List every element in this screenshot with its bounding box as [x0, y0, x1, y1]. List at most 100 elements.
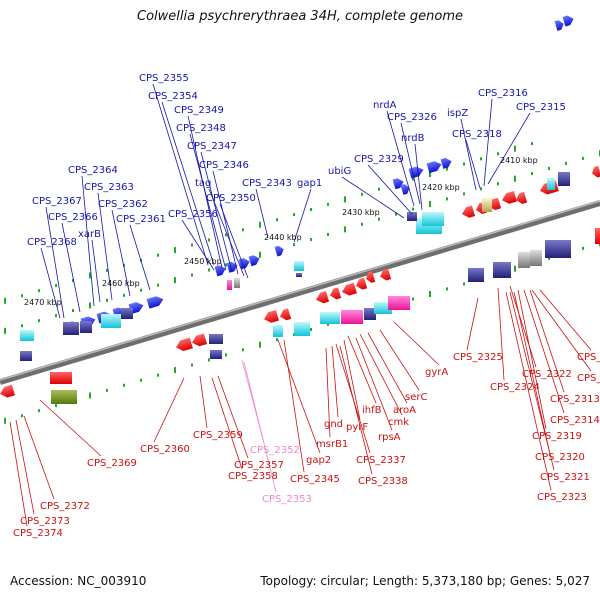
leader-line — [379, 329, 420, 391]
gene-shape — [316, 291, 330, 304]
gene-shape — [516, 191, 528, 204]
feature-box — [51, 390, 77, 404]
leader-line — [15, 419, 35, 515]
tick-mark — [412, 177, 414, 181]
gene-label-top: CPS_2362 — [98, 199, 148, 210]
gene-label-bottom: CPS_2357 — [234, 460, 284, 471]
gene-arrow — [146, 296, 164, 309]
feature-box — [388, 296, 410, 310]
gene-shape — [226, 261, 238, 273]
tick-mark — [242, 348, 244, 352]
leader-line — [523, 289, 565, 414]
gene-label-bottom: CPS_2319 — [532, 431, 582, 442]
gene-label-bottom: CPS_2372 — [40, 501, 90, 512]
tick-mark — [361, 222, 363, 226]
leader-line — [505, 291, 552, 491]
tick-mark — [293, 213, 295, 217]
leader-line — [217, 375, 249, 459]
gene-label-bottom: CPS_2320 — [535, 452, 585, 463]
gene-label-bottom: msrB1 — [316, 439, 348, 450]
gene-shape — [192, 333, 207, 347]
leader-line — [153, 377, 185, 443]
gene-features — [0, 15, 600, 404]
gene-arrow — [330, 287, 342, 300]
tick-mark — [72, 309, 74, 313]
tick-mark — [310, 328, 312, 332]
tick-mark — [259, 341, 261, 348]
tick-mark — [38, 319, 40, 323]
feature-box — [273, 325, 283, 337]
gene-label-bottom: CPS_2324 — [490, 382, 540, 393]
tick-mark — [208, 268, 210, 272]
gene-label-bottom: CPS_2313 — [550, 394, 600, 405]
gene-arrow — [176, 337, 193, 352]
gene-label-top: CPS_2329 — [354, 154, 404, 165]
tick-mark — [38, 289, 40, 293]
tick-mark — [106, 268, 108, 272]
leader-line — [293, 188, 312, 243]
leader-line — [283, 339, 305, 473]
scale-label: 2450 kbp — [184, 257, 222, 266]
leader-line — [487, 112, 531, 185]
gene-shape — [248, 255, 260, 267]
tick-mark — [463, 282, 465, 286]
tick-mark — [344, 196, 346, 203]
leader-line — [61, 222, 81, 313]
gene-arrow — [502, 190, 517, 204]
leader-line — [367, 332, 408, 404]
gene-label-top: CPS_2367 — [32, 196, 82, 207]
tick-mark — [480, 157, 482, 161]
leader-line — [243, 361, 277, 493]
gene-arrow — [192, 333, 207, 347]
gene-label-bottom: rpsA — [378, 432, 401, 443]
gene-arrow — [554, 20, 564, 31]
leader-line — [200, 151, 233, 273]
tick-mark — [191, 243, 193, 247]
leader-line — [509, 291, 555, 471]
leader-line — [97, 192, 113, 301]
feature-box — [227, 280, 232, 290]
leader-line — [466, 297, 479, 351]
feature-box — [547, 178, 555, 190]
leader-line — [355, 337, 393, 431]
tick-mark — [548, 167, 550, 171]
gene-label-bottom: CPS_2322 — [522, 369, 572, 380]
leader-line — [129, 224, 151, 291]
tick-mark — [429, 291, 431, 298]
gene-label-bottom: CPS_2325 — [453, 352, 503, 363]
gene-arrow — [316, 291, 330, 304]
gene-label-bottom: aroA — [393, 405, 416, 416]
tick-mark — [21, 324, 23, 328]
feature-box — [545, 240, 571, 258]
feature-box — [493, 262, 511, 278]
gene-shape — [400, 184, 410, 195]
gene-label-bottom: CPS_2321 — [540, 472, 590, 483]
leader-line — [161, 101, 215, 266]
tick-mark — [89, 302, 91, 309]
tick-mark — [21, 414, 23, 418]
tick-mark — [89, 272, 91, 279]
tick-mark — [429, 171, 431, 178]
gene-label-bottom: CPS_2358 — [228, 471, 278, 482]
gene-arrow — [426, 161, 442, 174]
gene-label-bottom: gap2 — [306, 455, 331, 466]
feature-box — [320, 312, 340, 324]
leader-line — [414, 143, 423, 211]
gene-label-top: CPS_2350 — [206, 193, 256, 204]
leader-line — [331, 345, 339, 418]
leader-line — [212, 170, 239, 275]
gene-shape — [426, 161, 442, 174]
tick-mark — [378, 187, 380, 191]
gene-arrow — [400, 184, 410, 195]
gene-label-top: gap1 — [297, 178, 322, 189]
gene-label-top: CPS_2349 — [174, 105, 224, 116]
feature-box — [234, 278, 240, 288]
feature-box — [595, 228, 600, 244]
gene-arrow — [392, 178, 404, 190]
gene-label-bottom: pyrF — [346, 422, 368, 433]
scale-labels: 2470 kbp 2460 kbp 2450 kbp 2440 kbp 2430 kbp… — [24, 156, 538, 307]
tick-mark — [72, 279, 74, 283]
tick-mark — [225, 233, 227, 237]
tick-mark — [395, 212, 397, 216]
